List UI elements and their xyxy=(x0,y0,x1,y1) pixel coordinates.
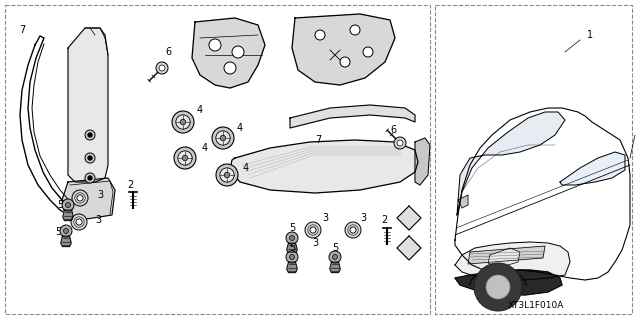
Text: 4: 4 xyxy=(202,143,208,153)
Text: 7: 7 xyxy=(315,135,321,145)
Circle shape xyxy=(363,47,373,57)
Polygon shape xyxy=(330,262,340,273)
Circle shape xyxy=(486,275,510,299)
Polygon shape xyxy=(62,178,115,220)
Circle shape xyxy=(178,151,192,165)
Circle shape xyxy=(333,255,337,259)
Text: 1: 1 xyxy=(587,30,593,40)
Text: 5: 5 xyxy=(55,227,61,237)
Polygon shape xyxy=(290,105,415,128)
Circle shape xyxy=(88,176,92,180)
Text: 3: 3 xyxy=(312,238,318,248)
Circle shape xyxy=(350,25,360,35)
Polygon shape xyxy=(63,210,73,221)
Circle shape xyxy=(232,46,244,58)
Polygon shape xyxy=(488,248,520,268)
Polygon shape xyxy=(292,14,395,85)
Text: 5: 5 xyxy=(289,243,295,253)
Circle shape xyxy=(394,137,406,149)
Circle shape xyxy=(88,156,92,160)
Circle shape xyxy=(340,57,350,67)
Circle shape xyxy=(77,195,83,201)
Text: 4: 4 xyxy=(197,105,203,115)
Polygon shape xyxy=(397,236,421,260)
Circle shape xyxy=(88,133,92,137)
Text: 5: 5 xyxy=(289,223,295,233)
Text: 3: 3 xyxy=(360,213,366,223)
Bar xyxy=(5,5,430,314)
Text: 3: 3 xyxy=(95,215,101,225)
Circle shape xyxy=(62,199,74,211)
Text: 2: 2 xyxy=(381,215,387,225)
Text: 3: 3 xyxy=(322,213,328,223)
Circle shape xyxy=(397,140,403,146)
Text: 6: 6 xyxy=(390,125,396,135)
Polygon shape xyxy=(61,236,71,247)
Text: 2: 2 xyxy=(127,180,133,190)
Polygon shape xyxy=(415,138,430,185)
Circle shape xyxy=(172,111,194,133)
Circle shape xyxy=(286,232,298,244)
Polygon shape xyxy=(468,246,545,264)
Circle shape xyxy=(182,155,188,161)
Polygon shape xyxy=(458,195,468,208)
Circle shape xyxy=(474,263,522,311)
Circle shape xyxy=(220,135,226,141)
Circle shape xyxy=(286,251,298,263)
Text: 3: 3 xyxy=(97,190,103,200)
Circle shape xyxy=(329,251,341,263)
Circle shape xyxy=(71,214,87,230)
Circle shape xyxy=(76,219,82,225)
Circle shape xyxy=(85,173,95,183)
Text: XT3L1F010A: XT3L1F010A xyxy=(508,301,564,310)
Circle shape xyxy=(224,62,236,74)
Circle shape xyxy=(174,147,196,169)
Circle shape xyxy=(216,131,230,145)
Polygon shape xyxy=(192,18,265,88)
Circle shape xyxy=(72,190,88,206)
Polygon shape xyxy=(230,140,418,193)
Circle shape xyxy=(212,127,234,149)
Circle shape xyxy=(85,153,95,163)
Polygon shape xyxy=(68,28,108,182)
Circle shape xyxy=(345,222,361,238)
Circle shape xyxy=(63,228,68,234)
Circle shape xyxy=(156,62,168,74)
Text: 6: 6 xyxy=(165,47,171,57)
Text: 4: 4 xyxy=(237,123,243,133)
Polygon shape xyxy=(457,112,565,215)
Polygon shape xyxy=(455,242,570,280)
Circle shape xyxy=(180,119,186,125)
Bar xyxy=(435,5,632,314)
Circle shape xyxy=(176,115,190,129)
Circle shape xyxy=(310,227,316,233)
Circle shape xyxy=(216,164,238,186)
Text: 5: 5 xyxy=(57,200,63,210)
Circle shape xyxy=(224,172,230,178)
Polygon shape xyxy=(287,262,297,273)
Polygon shape xyxy=(287,243,297,254)
Circle shape xyxy=(65,203,70,207)
Circle shape xyxy=(289,255,294,259)
Circle shape xyxy=(209,39,221,51)
Circle shape xyxy=(220,168,234,182)
Polygon shape xyxy=(455,270,562,295)
Polygon shape xyxy=(560,152,625,185)
Polygon shape xyxy=(397,206,421,230)
Circle shape xyxy=(350,227,356,233)
Circle shape xyxy=(305,222,321,238)
Text: 4: 4 xyxy=(243,163,249,173)
Circle shape xyxy=(315,30,325,40)
Circle shape xyxy=(159,65,165,71)
Circle shape xyxy=(289,235,294,241)
Polygon shape xyxy=(455,108,630,280)
Text: 7: 7 xyxy=(19,25,25,35)
Circle shape xyxy=(85,130,95,140)
Text: 5: 5 xyxy=(332,243,338,253)
Circle shape xyxy=(60,225,72,237)
